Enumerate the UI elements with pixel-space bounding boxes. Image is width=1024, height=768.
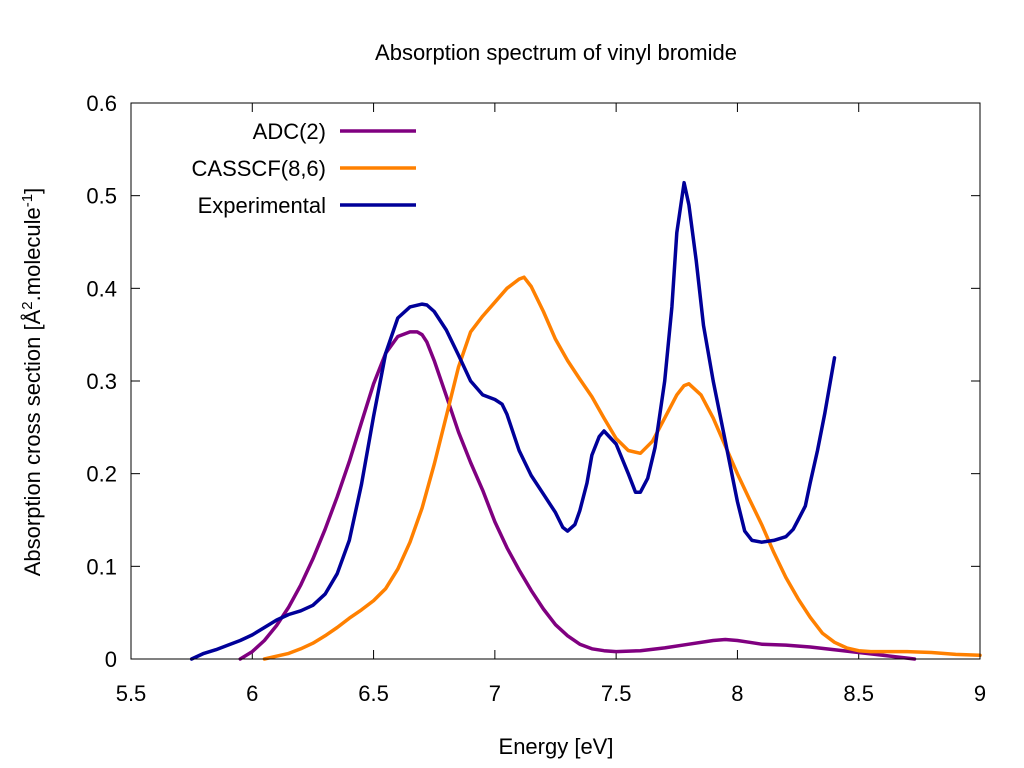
plot-frame bbox=[130, 102, 981, 660]
x-tick-label: 7 bbox=[489, 681, 501, 706]
x-tick-label: 6.5 bbox=[358, 681, 389, 706]
x-axis-ticks: 5.5 6 6.5 7 7.5 8 8.5 9 bbox=[116, 103, 986, 706]
series-group bbox=[189, 180, 982, 661]
chart-title: Absorption spectrum of vinyl bromide bbox=[375, 40, 737, 65]
y-tick-label: 0.1 bbox=[86, 554, 117, 579]
y-axis-label: Absorption cross section [Å2.molecule-1] bbox=[19, 188, 46, 577]
legend-label: ADC(2) bbox=[253, 119, 326, 144]
y-tick-label: 0.6 bbox=[86, 91, 117, 116]
y-axis-label-sup-1: 2 bbox=[19, 301, 36, 309]
y-axis-label-suffix: ] bbox=[20, 188, 45, 194]
y-axis-label-prefix: Absorption cross section [Å bbox=[20, 309, 45, 576]
x-tick-label: 6 bbox=[246, 681, 258, 706]
series-line-experimental bbox=[189, 180, 837, 661]
x-axis-label: Energy [eV] bbox=[499, 734, 614, 759]
y-axis-ticks: 0 0.1 0.2 0.3 0.4 0.5 0.6 bbox=[86, 91, 980, 672]
y-tick-label: 0.5 bbox=[86, 184, 117, 209]
x-tick-label: 8.5 bbox=[843, 681, 874, 706]
x-tick-label: 8 bbox=[731, 681, 743, 706]
x-tick-label: 5.5 bbox=[116, 681, 147, 706]
y-axis-label-sup-2: -1 bbox=[19, 194, 36, 207]
legend-label: CASSCF(8,6) bbox=[192, 156, 326, 181]
legend-label: Experimental bbox=[198, 193, 326, 218]
series-line-adc-2 bbox=[238, 330, 917, 661]
x-tick-label: 7.5 bbox=[601, 681, 632, 706]
y-tick-label: 0.3 bbox=[86, 369, 117, 394]
series-line-casscf-8-6 bbox=[262, 275, 982, 661]
y-tick-label: 0.2 bbox=[86, 462, 117, 487]
legend: ADC(2) CASSCF(8,6) Experimental bbox=[192, 119, 416, 218]
y-axis-label-middle: .molecule bbox=[20, 207, 45, 301]
y-tick-label: 0 bbox=[105, 647, 117, 672]
y-tick-label: 0.4 bbox=[86, 276, 117, 301]
x-tick-label: 9 bbox=[974, 681, 986, 706]
